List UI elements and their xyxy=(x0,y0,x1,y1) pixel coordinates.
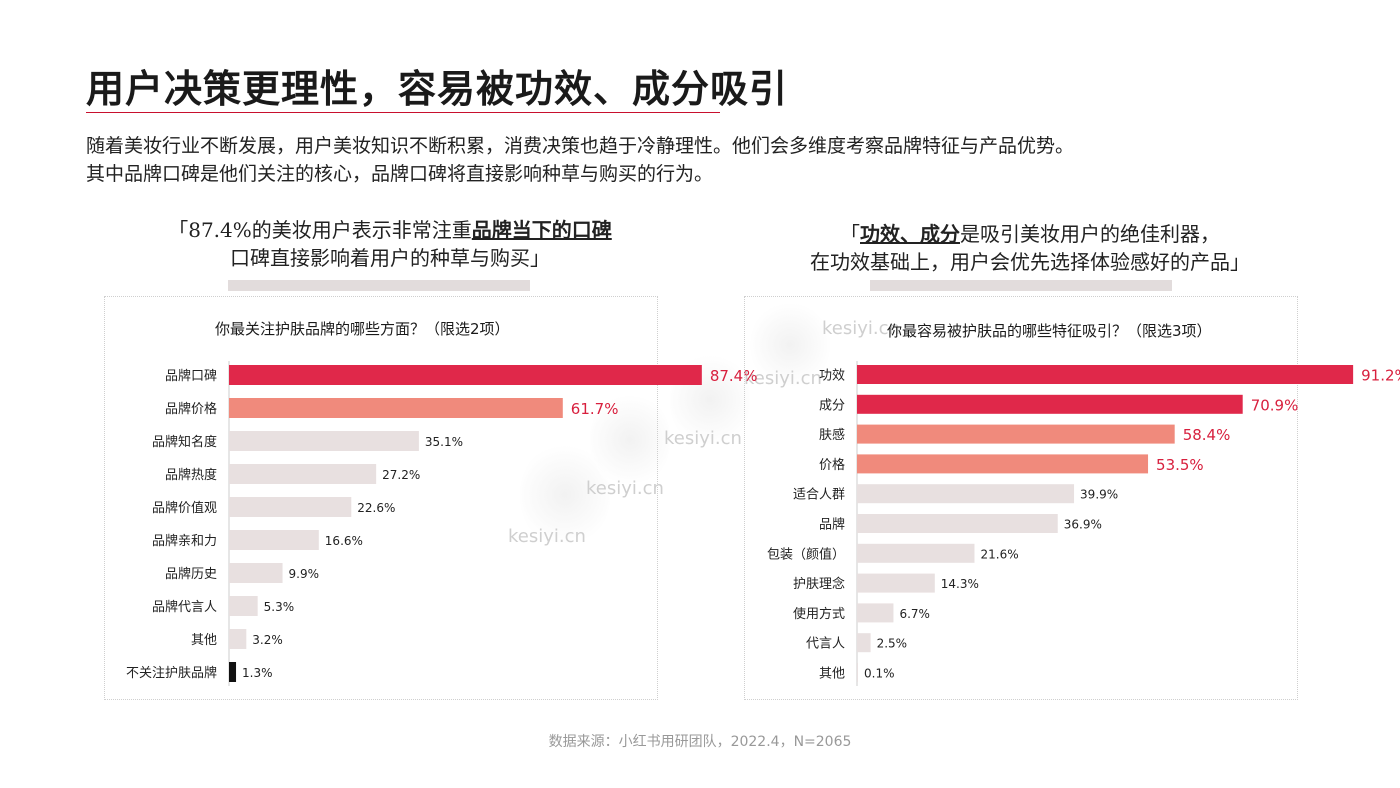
category-label: 不关注护肤品牌 xyxy=(126,665,217,681)
bar xyxy=(229,530,319,550)
bar xyxy=(857,484,1075,504)
left-bar-chart: 品牌口碑 87.4% 品牌价格 61.7% 品牌知名度 35.1% 品牌热度 27.2% 品牌价… xyxy=(126,361,757,686)
category-label: 价格 xyxy=(819,457,845,473)
category-label: 代言人 xyxy=(806,637,845,652)
right-chart-panel: 你最容易被护肤品的哪些特征吸引？（限选3项） 功效 91.2% 成分 70.9% 肤感 5… xyxy=(744,296,1400,700)
category-label: 护肤理念 xyxy=(793,576,845,592)
right-chart-title: 你最容易被护肤品的哪些特征吸引？（限选3项） xyxy=(887,322,1212,340)
bar xyxy=(857,454,1149,474)
watermark-figure xyxy=(590,390,670,490)
value-label: 16.6% xyxy=(325,534,363,548)
value-label: 2.5% xyxy=(877,637,908,651)
category-label: 肤感 xyxy=(819,427,845,443)
category-label: 品牌口碑 xyxy=(165,368,217,384)
value-label: 53.5% xyxy=(1156,456,1204,474)
left-quote: 「87.4%的美妆用户表示非常注重品牌当下的口碑 口碑直接影响着用户的种草与购买… xyxy=(110,216,670,272)
data-source: 数据来源：小红书用研团队，2022.4，N=2065 xyxy=(548,734,852,750)
watermark-text: kesiyi.cn xyxy=(822,318,900,339)
value-label: 3.2% xyxy=(252,633,283,647)
left-quote-line-2: 口碑直接影响着用户的种草与购买」 xyxy=(230,246,550,270)
value-label: 6.7% xyxy=(899,607,930,621)
category-label: 适合人群 xyxy=(793,488,845,503)
bar xyxy=(229,662,237,682)
bar xyxy=(229,431,419,451)
value-label: 0.1% xyxy=(864,667,895,681)
value-label: 14.3% xyxy=(941,577,979,591)
watermark-figure xyxy=(750,300,830,390)
value-label: 35.1% xyxy=(425,435,463,449)
bar xyxy=(857,603,894,623)
value-label: 39.9% xyxy=(1080,488,1118,502)
category-label: 品牌历史 xyxy=(165,566,217,582)
category-label: 品牌亲和力 xyxy=(152,533,217,549)
category-label: 品牌价格 xyxy=(165,401,217,417)
bar xyxy=(857,543,975,563)
bar xyxy=(229,464,377,484)
category-label: 成分 xyxy=(819,398,845,413)
bar xyxy=(229,497,352,517)
bar xyxy=(857,394,1243,414)
value-label: 22.6% xyxy=(357,501,395,515)
watermark-text: kesiyi.cn xyxy=(586,478,664,499)
category-label: 包装（颜值） xyxy=(767,546,845,562)
value-label: 21.6% xyxy=(981,547,1019,561)
left-quote-emphasis: 品牌当下的口碑 xyxy=(471,218,612,242)
value-label: 5.3% xyxy=(264,600,295,614)
intro-line-1: 随着美妆行业不断发展，用户美妆知识不断积累，消费决策也趋于冷静理性。他们会多维度… xyxy=(86,135,1075,157)
right-bar-chart: 功效 91.2% 成分 70.9% 肤感 58.4% 价格 53.5% 适合人群 39.9% 品牌 3… xyxy=(767,361,1400,686)
value-label: 1.3% xyxy=(242,666,273,680)
bar xyxy=(229,365,702,385)
watermark-text: kesiyi.cn xyxy=(744,368,822,389)
bar xyxy=(229,596,258,616)
bar xyxy=(857,573,935,593)
category-label: 功效 xyxy=(819,369,845,384)
intro-line-2: 其中品牌口碑是他们关注的核心，品牌口碑将直接影响种草与购买的行为。 xyxy=(86,163,714,185)
value-label: 87.4% xyxy=(710,367,758,385)
right-quote-line-2: 在功效基础上，用户会优先选择体验感好的产品」 xyxy=(810,250,1250,274)
category-label: 品牌热度 xyxy=(165,467,217,483)
category-label: 其他 xyxy=(191,633,217,648)
left-quote-bar xyxy=(228,280,530,291)
value-label: 91.2% xyxy=(1361,367,1400,385)
category-label: 品牌 xyxy=(819,517,845,533)
watermark-text: kesiyi.cn xyxy=(664,428,742,449)
bar xyxy=(857,365,1354,384)
right-quote-suffix: 是吸引美妆用户的绝佳利器， xyxy=(960,222,1220,246)
bar xyxy=(857,663,858,682)
value-label: 61.7% xyxy=(571,400,619,418)
left-quote-line-1: 「87.4%的美妆用户表示非常注重品牌当下的口碑 xyxy=(110,216,670,244)
right-quote-emphasis: 功效、成分 xyxy=(860,222,960,246)
value-label: 9.9% xyxy=(289,567,320,581)
value-label: 70.9% xyxy=(1251,396,1299,414)
watermark-text: kesiyi.cn xyxy=(508,526,586,547)
value-label: 58.4% xyxy=(1183,426,1231,444)
category-label: 使用方式 xyxy=(793,606,845,622)
category-label: 品牌价值观 xyxy=(152,500,217,516)
right-quote-bar xyxy=(870,280,1172,291)
bar xyxy=(229,398,563,418)
bar xyxy=(857,424,1175,444)
bar xyxy=(229,629,247,649)
page-title: 用户决策更理性，容易被功效、成分吸引 xyxy=(86,66,789,111)
left-chart-title: 你最关注护肤品牌的哪些方面？（限选2项） xyxy=(215,320,510,338)
category-label: 品牌知名度 xyxy=(152,434,217,450)
category-label: 其他 xyxy=(819,667,845,682)
intro-text: 随着美妆行业不断发展，用户美妆知识不断积累，消费决策也趋于冷静理性。他们会多维度… xyxy=(86,132,1336,188)
value-label: 36.9% xyxy=(1064,518,1102,532)
category-label: 品牌代言人 xyxy=(152,599,217,615)
title-underline xyxy=(86,112,720,113)
left-quote-prefix: 「87.4%的美妆用户表示非常注重 xyxy=(168,218,472,242)
bar xyxy=(229,563,283,583)
right-quote-line-1: 「功效、成分是吸引美妆用户的绝佳利器， xyxy=(740,220,1320,248)
bar xyxy=(857,633,871,653)
left-chart-panel: 你最关注护肤品牌的哪些方面？（限选2项） 品牌口碑 87.4% 品牌价格 61.7% 品… xyxy=(104,296,757,700)
right-quote-prefix: 「 xyxy=(840,222,860,246)
bar xyxy=(857,514,1058,533)
right-quote: 「功效、成分是吸引美妆用户的绝佳利器， 在功效基础上，用户会优先选择体验感好的产… xyxy=(740,220,1320,276)
value-label: 27.2% xyxy=(382,468,420,482)
